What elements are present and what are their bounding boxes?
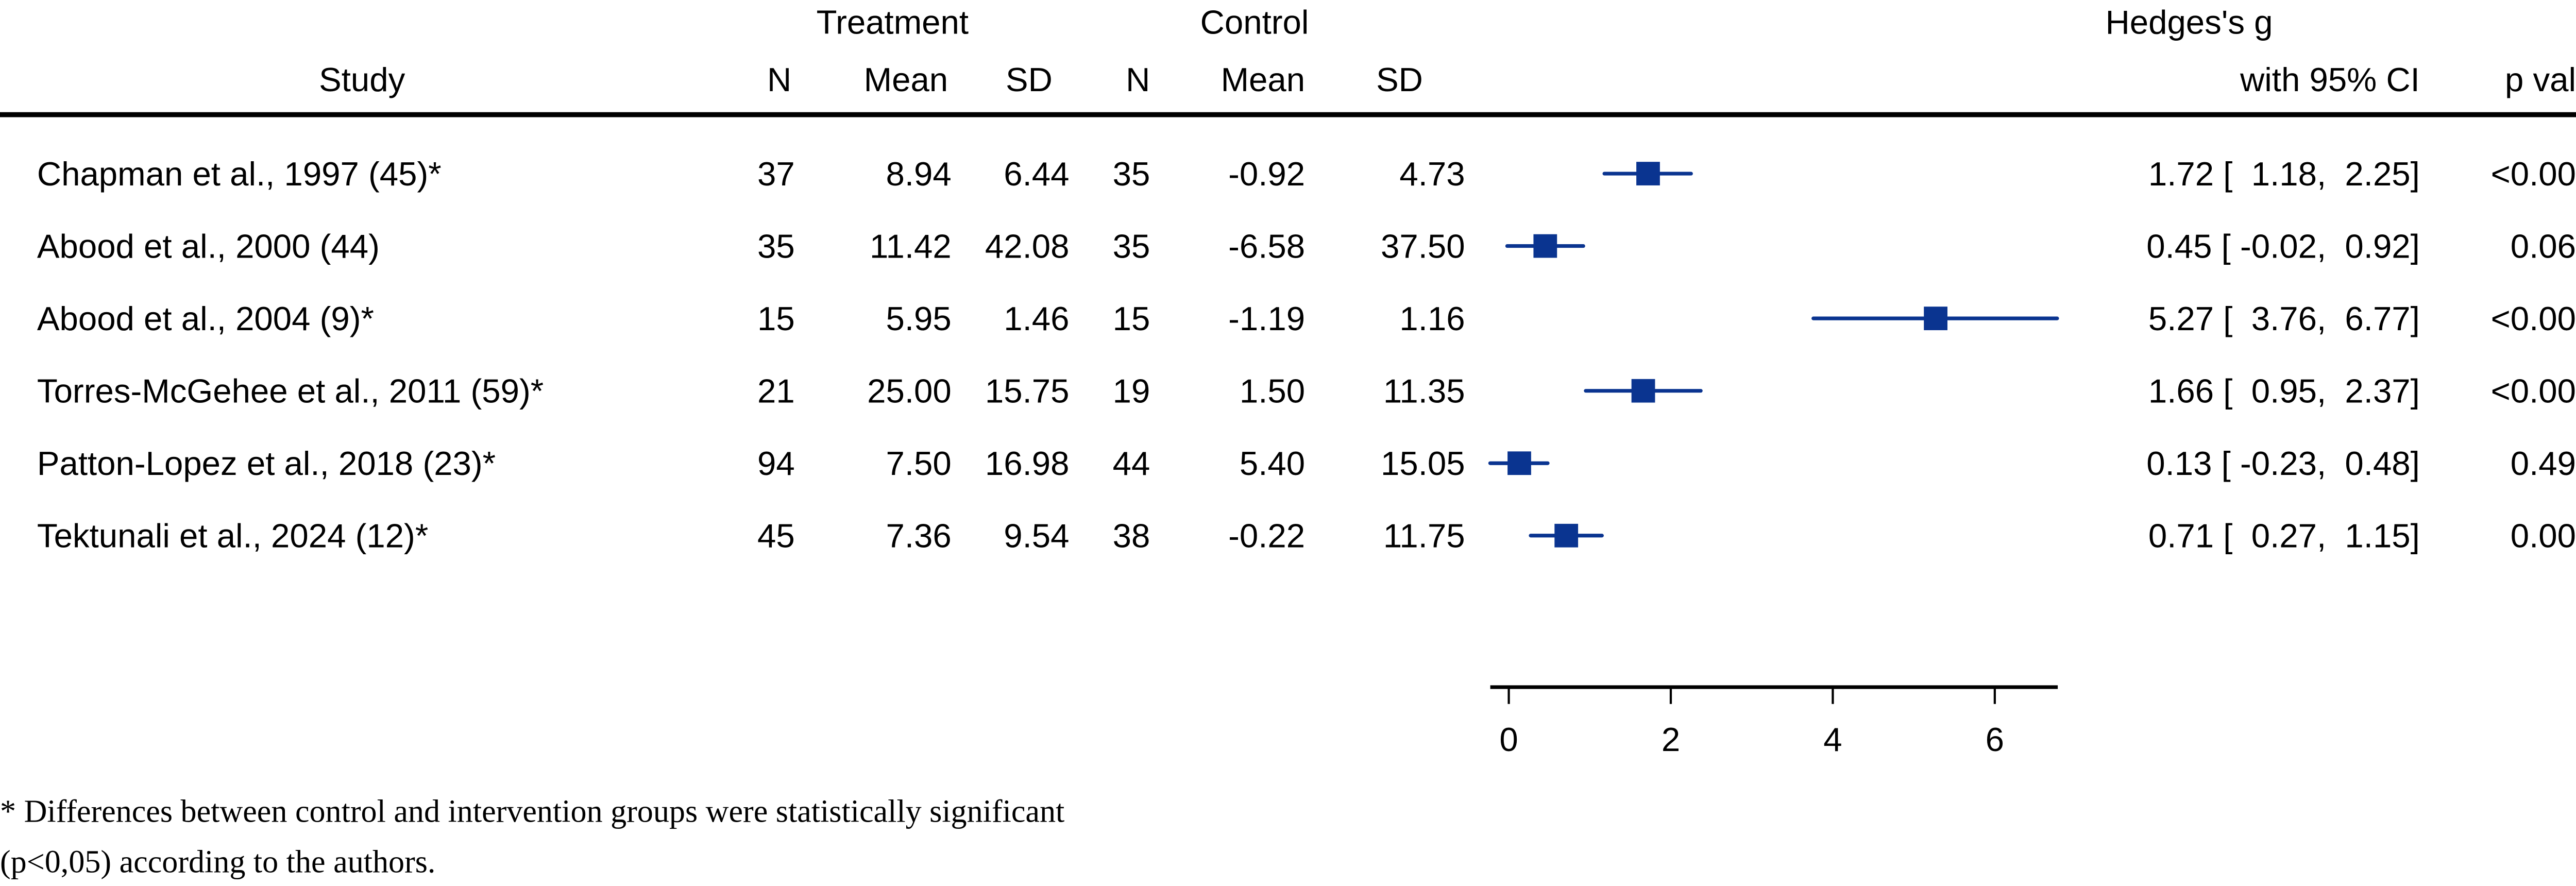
study-row: Chapman et al., 1997 (45)* 37 8.94 6.44 35 -0… — [37, 155, 2576, 193]
control-sd: 15.05 — [1381, 445, 1465, 482]
treatment-n: 35 — [757, 227, 795, 265]
p-value: <0.0001 — [2491, 300, 2576, 337]
effect-ci: 0.13 [ -0.23, 0.48] — [2146, 445, 2420, 482]
study-row: Patton-Lopez et al., 2018 (23)* 94 7.50 16.… — [37, 445, 2576, 482]
effect-marker — [1554, 523, 1579, 548]
study-row: Abood et al., 2000 (44) 35 11.42 42.08 35 -6.… — [37, 227, 2576, 265]
header-treatment-sd: SD — [1006, 61, 1053, 98]
effect-ci: 0.71 [ 0.27, 1.15] — [2148, 517, 2420, 555]
control-n: 15 — [1113, 300, 1150, 337]
study-row: Abood et al., 2004 (9)* 15 5.95 1.46 15 -1.19… — [37, 300, 2576, 337]
p-value: <0.0001 — [2491, 372, 2576, 410]
header-p-value: p value — [2505, 61, 2576, 98]
control-n: 35 — [1113, 155, 1150, 193]
header-effect-line1: Hedges's g — [2106, 4, 2273, 41]
treatment-mean: 7.50 — [886, 445, 951, 482]
p-value: 0.0017 — [2511, 517, 2576, 555]
control-n: 44 — [1113, 445, 1150, 482]
effect-marker — [1924, 306, 1947, 331]
study-row: Torres-McGehee et al., 2011 (59)* 21 25.00… — [37, 372, 2576, 410]
footnote-line2: (p<0,05) according to the authors. — [0, 844, 435, 879]
control-n: 38 — [1113, 517, 1150, 555]
control-sd: 4.73 — [1399, 155, 1465, 193]
control-mean: -1.19 — [1228, 300, 1305, 337]
p-value: <0.0001 — [2491, 155, 2576, 193]
study-name: Tektunali et al., 2024 (12)* — [37, 517, 428, 555]
treatment-sd: 9.54 — [1004, 517, 1069, 555]
header-control-sd: SD — [1376, 61, 1423, 98]
effect-marker — [1507, 451, 1531, 475]
study-name: Chapman et al., 1997 (45)* — [37, 155, 442, 193]
control-sd: 11.75 — [1383, 517, 1465, 555]
control-n: 35 — [1113, 227, 1150, 265]
control-mean: -0.22 — [1228, 517, 1305, 555]
treatment-mean: 7.36 — [886, 517, 951, 555]
effect-marker — [1533, 234, 1557, 258]
effect-marker — [1631, 379, 1655, 403]
footnote-line1: * Differences between control and interv… — [0, 794, 1064, 829]
treatment-n: 37 — [757, 155, 795, 193]
header-effect-line2: with 95% CI — [2240, 61, 2420, 98]
x-tick-label: 0 — [1499, 721, 1518, 758]
effect-ci: 0.45 [ -0.02, 0.92] — [2146, 227, 2420, 265]
x-tick-label: 4 — [1823, 721, 1842, 758]
x-tick-label: 6 — [1986, 721, 2004, 758]
control-sd: 11.35 — [1383, 372, 1465, 410]
treatment-n: 21 — [757, 372, 795, 410]
effect-ci: 5.27 [ 3.76, 6.77] — [2148, 300, 2420, 337]
control-mean: 1.50 — [1240, 372, 1305, 410]
header-control: Control — [1200, 4, 1309, 41]
study-name: Patton-Lopez et al., 2018 (23)* — [37, 445, 496, 482]
treatment-n: 94 — [757, 445, 795, 482]
treatment-n: 45 — [757, 517, 795, 555]
treatment-mean: 25.00 — [867, 372, 952, 410]
x-tick-label: 2 — [1662, 721, 1680, 758]
treatment-sd: 15.75 — [985, 372, 1070, 410]
header-treatment-mean: Mean — [864, 61, 948, 98]
header-control-n: N — [1126, 61, 1150, 98]
study-name: Torres-McGehee et al., 2011 (59)* — [37, 372, 544, 410]
effect-ci: 1.72 [ 1.18, 2.25] — [2148, 155, 2420, 193]
treatment-sd: 6.44 — [1004, 155, 1069, 193]
study-name: Abood et al., 2004 (9)* — [37, 300, 374, 337]
header-treatment: Treatment — [817, 4, 969, 41]
treatment-mean: 5.95 — [886, 300, 951, 337]
control-sd: 37.50 — [1381, 227, 1465, 265]
control-mean: -6.58 — [1228, 227, 1305, 265]
control-mean: -0.92 — [1228, 155, 1305, 193]
header-study: Study — [319, 61, 405, 98]
treatment-mean: 11.42 — [870, 227, 952, 265]
treatment-sd: 16.98 — [985, 445, 1070, 482]
treatment-n: 15 — [757, 300, 795, 337]
p-value: 0.4934 — [2511, 445, 2576, 482]
header-treatment-n: N — [767, 61, 791, 98]
treatment-sd: 42.08 — [985, 227, 1070, 265]
treatment-mean: 8.94 — [886, 155, 951, 193]
p-value: 0.0618 — [2511, 227, 2576, 265]
study-row: Tektunali et al., 2024 (12)* 45 7.36 9.54 38… — [37, 517, 2576, 555]
header-control-mean: Mean — [1221, 61, 1306, 98]
treatment-sd: 1.46 — [1004, 300, 1069, 337]
control-mean: 5.40 — [1240, 445, 1305, 482]
control-sd: 1.16 — [1399, 300, 1465, 337]
study-name: Abood et al., 2000 (44) — [37, 227, 380, 265]
effect-marker — [1636, 162, 1660, 185]
effect-ci: 1.66 [ 0.95, 2.37] — [2148, 372, 2420, 410]
control-n: 19 — [1113, 372, 1150, 410]
